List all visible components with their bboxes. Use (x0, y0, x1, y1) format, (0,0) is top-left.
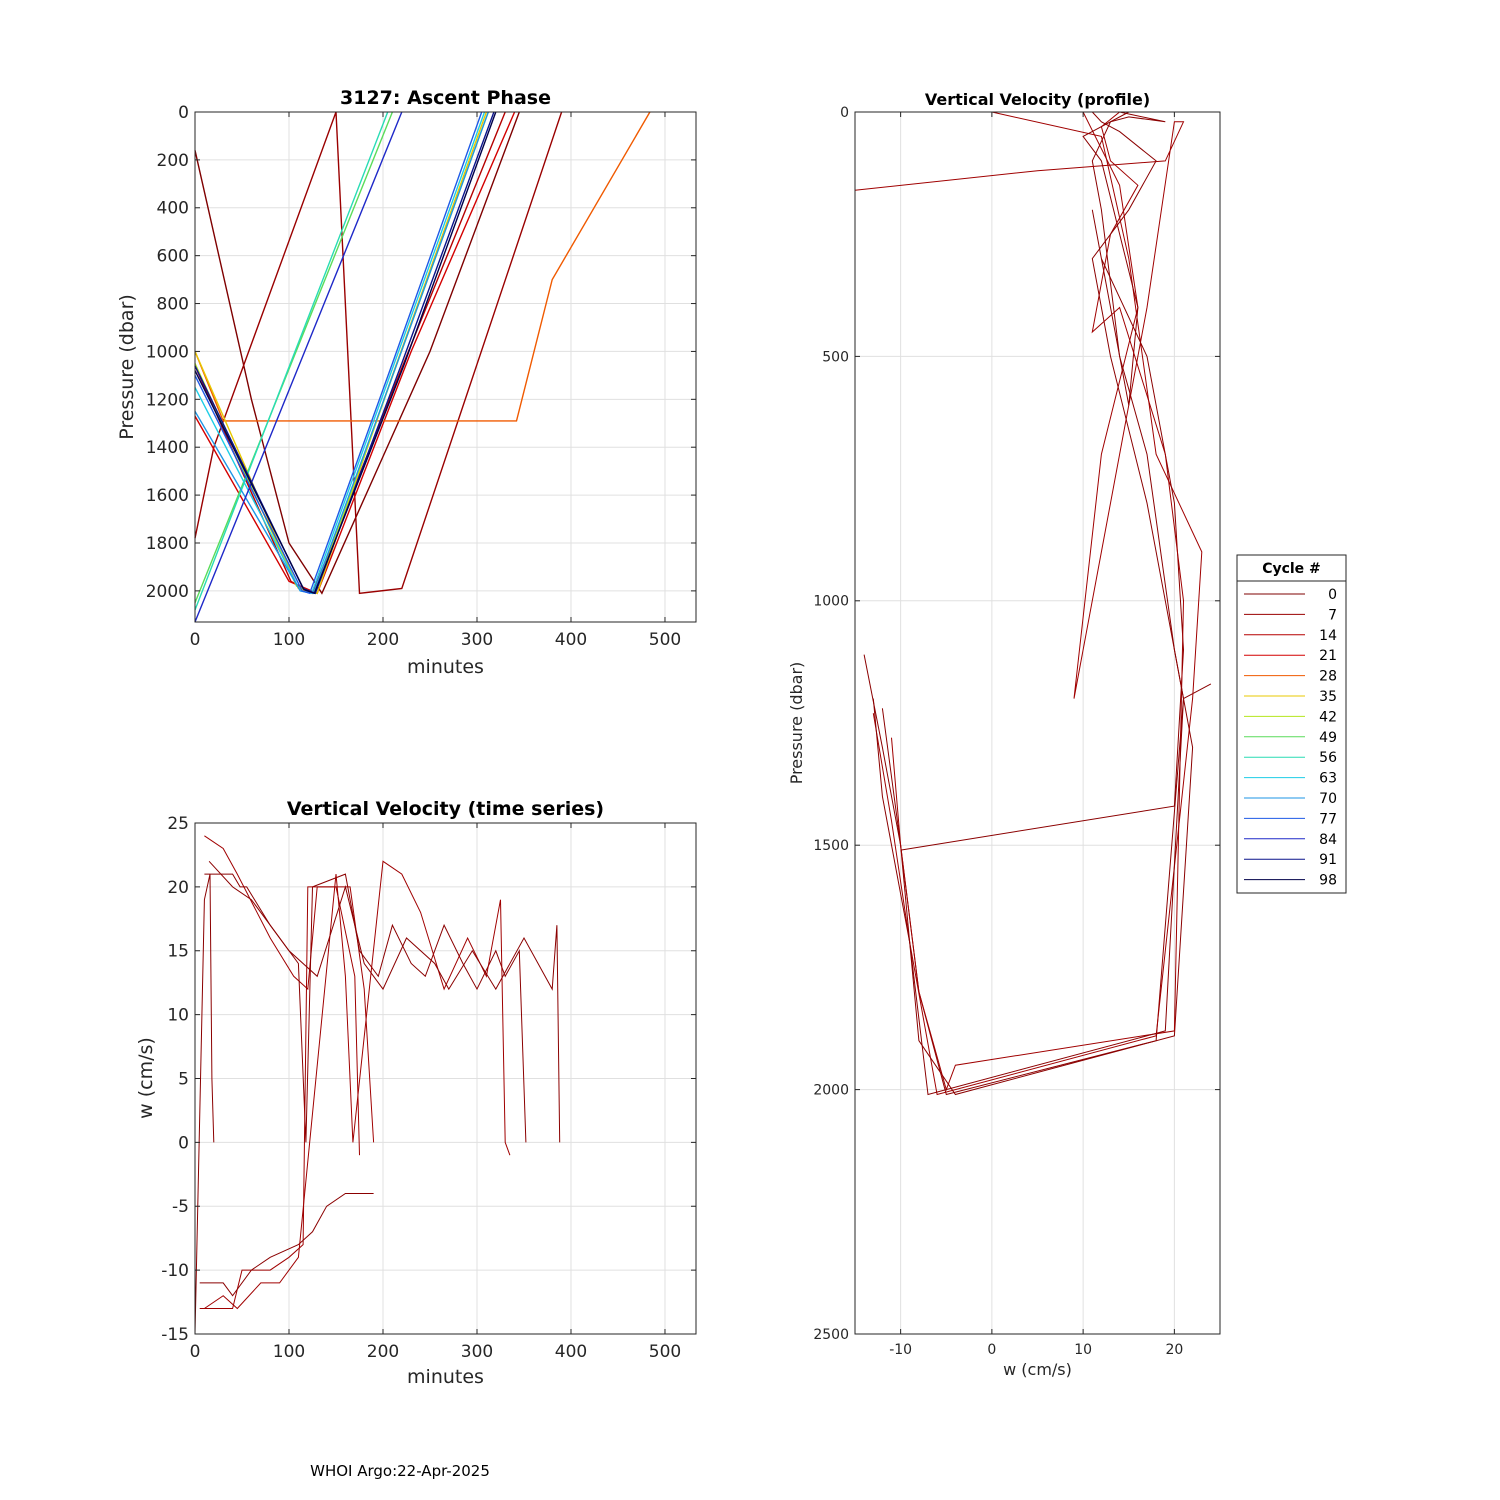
y-tick-label: -5 (172, 1197, 189, 1217)
legend-label: 56 (1319, 750, 1337, 766)
x-tick-label: 100 (273, 630, 305, 650)
y-tick-label: 1200 (146, 390, 189, 410)
legend-title: Cycle # (1262, 561, 1321, 577)
series-line (204, 860, 511, 1310)
series-line (194, 111, 394, 604)
legend-label: 35 (1319, 689, 1337, 705)
y-tick-label: 0 (178, 103, 189, 123)
y-tick-label: 2500 (813, 1327, 849, 1343)
x-tick-label: 20 (1165, 1342, 1183, 1358)
legend-label: 63 (1319, 771, 1337, 787)
series-line (863, 654, 1212, 1096)
x-tick-label: 0 (190, 1342, 201, 1362)
legend-label: 7 (1328, 607, 1337, 623)
y-tick-label: 600 (157, 247, 189, 267)
velocity-profile-title: Vertical Velocity (profile) (925, 90, 1150, 109)
velocity-profile-plot: -10 0 10 20 0 500 1000 1500 2000 2500 Vertical Ve… (787, 90, 1221, 1379)
ascent-phase-xlabel: minutes (407, 656, 484, 678)
y-tick-label: 20 (167, 878, 189, 898)
velocity-profile-xlabel: w (cm/s) (1003, 1360, 1072, 1379)
series-line (199, 1193, 374, 1297)
x-tick-label: -10 (889, 1342, 912, 1358)
series-line (881, 111, 1194, 1096)
y-tick-label: -15 (161, 1325, 189, 1345)
velocity-timeseries-xlabel: minutes (407, 1366, 484, 1388)
x-tick-label: 400 (555, 630, 587, 650)
x-tick-label: 200 (367, 1342, 399, 1362)
series-line (194, 111, 403, 623)
legend-label: 49 (1319, 730, 1337, 746)
legend-label: 21 (1319, 648, 1337, 664)
legend-label: 0 (1328, 587, 1337, 603)
series-line (208, 860, 561, 1143)
legend-label: 98 (1319, 873, 1337, 889)
velocity-timeseries-ylabel: w (cm/s) (135, 1037, 157, 1119)
legend-label: 91 (1319, 852, 1337, 868)
y-tick-label: 800 (157, 294, 189, 314)
series-line (194, 111, 483, 595)
legend-label: 84 (1319, 832, 1337, 848)
series-line (854, 111, 1185, 699)
y-tick-label: 15 (167, 942, 189, 962)
series-line (194, 111, 520, 595)
x-tick-label: 500 (649, 1342, 681, 1362)
y-tick-label: 0 (840, 105, 849, 121)
velocity-timeseries-plot: 0 100 200 300 400 500 -15 -10 -5 0 5 10 15 20 25 Verti… (135, 798, 697, 1388)
x-tick-label: 10 (1074, 1342, 1092, 1358)
y-tick-label: 200 (157, 151, 189, 171)
y-tick-label: 500 (822, 349, 849, 365)
velocity-profile-ylabel: Pressure (dbar) (787, 662, 806, 785)
y-tick-label: 400 (157, 199, 189, 219)
velocity-timeseries-title: Vertical Velocity (time series) (287, 798, 604, 820)
x-tick-label: 100 (273, 1342, 305, 1362)
x-tick-label: 500 (649, 630, 681, 650)
series-line (204, 873, 527, 1143)
ascent-phase-title: 3127: Ascent Phase (340, 87, 551, 109)
y-tick-label: 1500 (813, 838, 849, 854)
y-tick-label: -10 (161, 1261, 189, 1281)
legend-label: 28 (1319, 669, 1337, 685)
y-tick-label: 5 (178, 1069, 189, 1089)
y-tick-label: 2000 (813, 1083, 849, 1099)
y-tick-label: 1000 (813, 594, 849, 610)
y-tick-label: 2000 (146, 582, 189, 602)
cycle-legend: Cycle # 0 7 14 21 28 35 42 49 56 63 70 77 84 91 98 (1236, 554, 1347, 894)
series-line (194, 111, 563, 595)
x-tick-label: 300 (461, 630, 493, 650)
x-tick-label: 0 (190, 630, 201, 650)
series-line (194, 111, 497, 595)
legend-label: 77 (1319, 811, 1337, 827)
series-line (891, 111, 1185, 1092)
y-tick-label: 0 (178, 1133, 189, 1153)
legend-label: 42 (1319, 709, 1337, 725)
y-tick-label: 1000 (146, 342, 189, 362)
x-tick-label: 200 (367, 630, 399, 650)
series-line (194, 111, 389, 611)
ascent-phase-ylabel: Pressure (dbar) (116, 294, 138, 440)
x-tick-label: 0 (987, 1342, 996, 1358)
y-tick-label: 10 (167, 1006, 189, 1026)
series-line (194, 111, 651, 422)
y-tick-label: 25 (167, 814, 189, 834)
x-tick-label: 300 (461, 1342, 493, 1362)
x-tick-label: 400 (555, 1342, 587, 1362)
series-line (872, 111, 1185, 1096)
y-tick-label: 1800 (146, 534, 189, 554)
legend-label: 14 (1319, 628, 1337, 644)
footer-stamp: WHOI Argo:22-Apr-2025 (310, 1462, 490, 1480)
ascent-phase-plot: 0 100 200 300 400 500 0 200 400 600 800 1000 1200 140… (116, 87, 697, 678)
legend-label: 70 (1319, 791, 1337, 807)
y-tick-label: 1600 (146, 486, 189, 506)
y-tick-label: 1400 (146, 438, 189, 458)
